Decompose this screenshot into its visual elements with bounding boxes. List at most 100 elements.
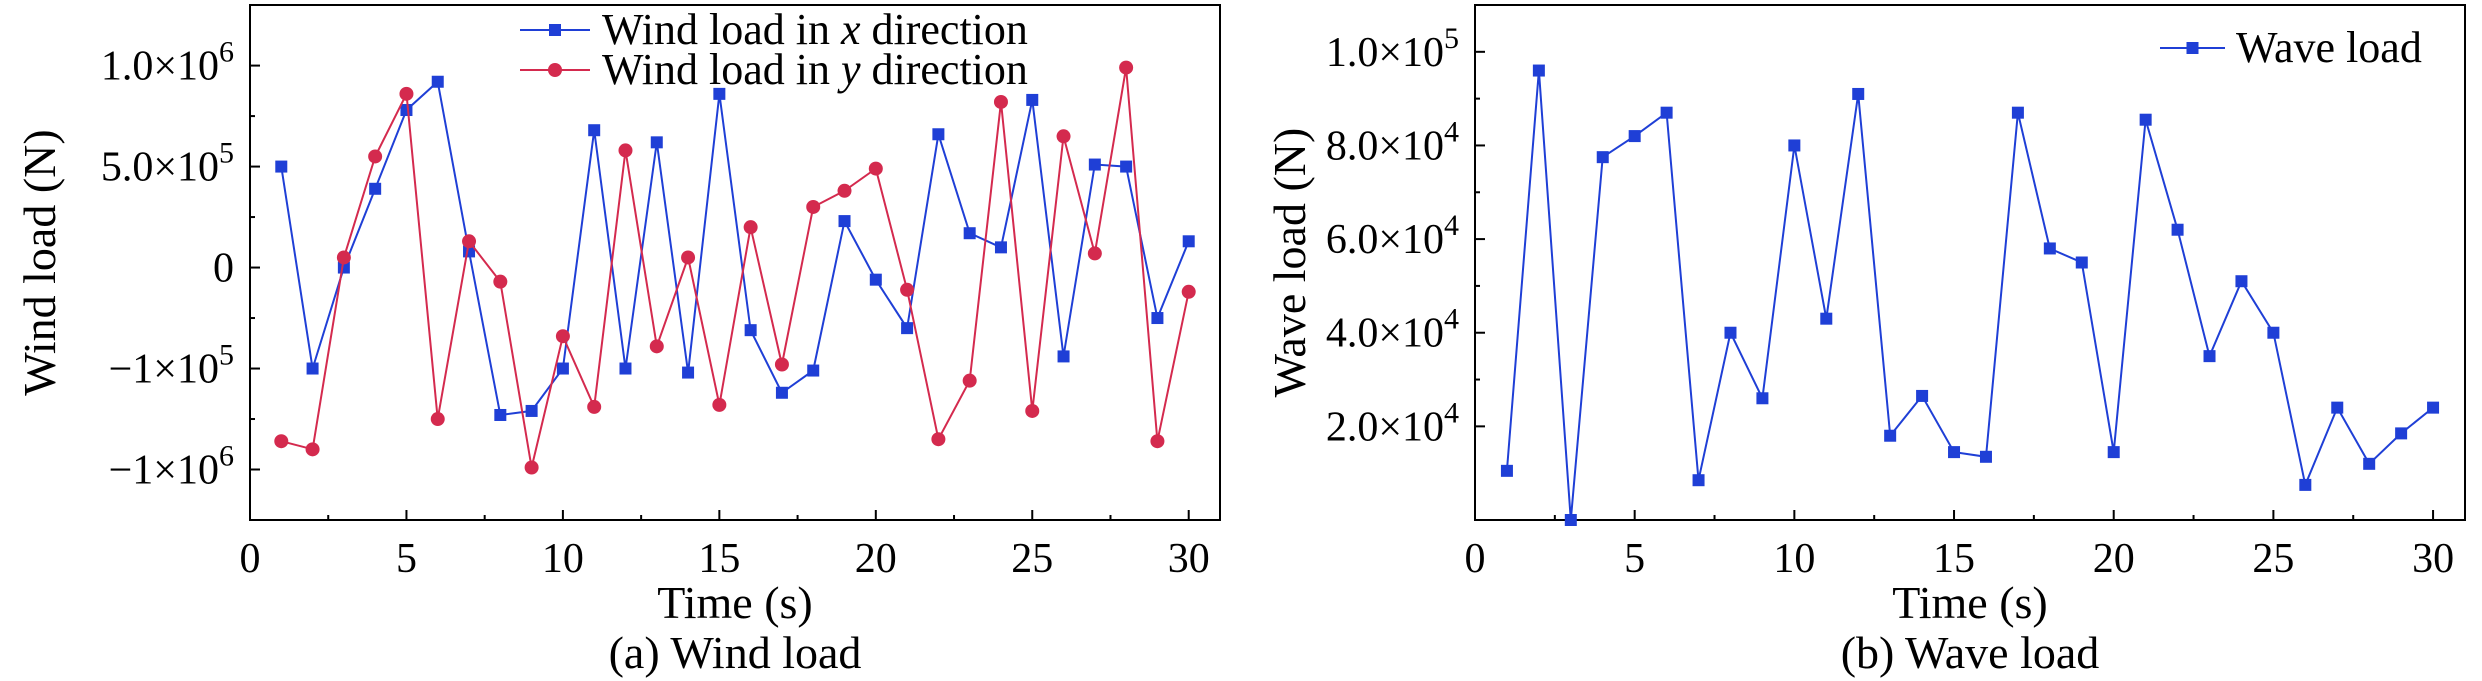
- data-point: [682, 366, 695, 379]
- figure-caption: (a) Wind load: [609, 627, 862, 678]
- data-point: [588, 124, 601, 137]
- x-tick-label: 20: [855, 536, 897, 582]
- data-point: [1916, 389, 1929, 402]
- data-point: [556, 362, 569, 375]
- x-tick-label: 25: [1011, 536, 1053, 582]
- wind-load-chart: 0 5 10 15 20 25 30 −1×106 −1×105 0 5.0×105 1.0×106 T…: [14, 4, 1221, 678]
- data-point: [2395, 427, 2408, 440]
- data-point: [743, 220, 758, 235]
- y-tick-label: 5.0×105: [101, 137, 234, 191]
- y-tick-label: 1.0×105: [1326, 22, 1459, 76]
- plot-frame: [1474, 4, 2466, 521]
- y-tick-label: 8.0×104: [1326, 115, 1459, 169]
- data-point: [555, 329, 570, 344]
- y-tick-label: 6.0×104: [1326, 209, 1459, 263]
- data-point: [525, 404, 538, 417]
- data-point: [1500, 464, 1513, 477]
- data-point: [994, 241, 1007, 254]
- data-point: [1151, 312, 1164, 325]
- data-point: [493, 274, 508, 289]
- data-point: [1025, 403, 1040, 418]
- data-point: [1087, 246, 1102, 261]
- x-tick-label: 10: [1773, 536, 1815, 582]
- data-point: [1026, 93, 1039, 106]
- data-point: [993, 94, 1008, 109]
- y-axis-label: Wave load (N): [1264, 128, 1315, 398]
- data-point: [1596, 151, 1609, 164]
- data-point: [1724, 326, 1737, 339]
- data-point: [2011, 106, 2024, 119]
- y-axis-label: Wind load (N): [14, 129, 65, 395]
- data-point: [1056, 129, 1071, 144]
- data-point: [1948, 446, 1961, 459]
- legend-marker: [548, 63, 562, 77]
- data-point: [2203, 350, 2216, 363]
- data-point: [431, 75, 444, 88]
- data-point: [1979, 450, 1992, 463]
- data-point: [2139, 113, 2152, 126]
- data-point: [619, 362, 632, 375]
- series-line: [281, 67, 1190, 468]
- data-point: [2075, 256, 2088, 269]
- legend-label: Wind load in y direction: [602, 45, 1028, 94]
- data-point: [932, 128, 945, 141]
- data-point: [274, 434, 289, 449]
- x-tick-label: 10: [542, 536, 584, 582]
- legend-marker: [2186, 42, 2199, 54]
- x-tick-label: 25: [2252, 536, 2294, 582]
- data-point: [1057, 350, 1070, 363]
- x-tick-label: 30: [2412, 536, 2454, 582]
- data-point: [712, 397, 727, 412]
- x-tick-label: 30: [1168, 536, 1210, 582]
- data-point: [1756, 392, 1769, 405]
- data-point: [838, 215, 851, 228]
- data-point: [462, 234, 477, 249]
- y-tick-label: −1×106: [109, 440, 234, 494]
- data-point: [2299, 478, 2312, 491]
- data-point: [2235, 275, 2248, 288]
- data-point: [1660, 106, 1673, 119]
- data-point: [2331, 401, 2344, 414]
- data-point: [1564, 514, 1577, 526]
- wave-load-chart: 0 5 10 15 20 25 30 2.0×104 4.0×104 6.0×104 8.0×104…: [1264, 4, 2466, 678]
- data-point: [1884, 429, 1897, 442]
- data-point: [868, 161, 883, 176]
- data-point: [2267, 326, 2280, 339]
- series-line: [1505, 70, 2434, 521]
- data-point: [681, 250, 696, 265]
- data-point: [1181, 284, 1196, 299]
- data-point: [869, 273, 882, 286]
- data-point: [306, 362, 319, 375]
- data-point: [336, 250, 351, 265]
- data-point: [807, 364, 820, 377]
- y-tick-label: −1×105: [109, 339, 234, 393]
- x-axis-label: Time (s): [1892, 577, 2048, 628]
- data-point: [2427, 401, 2440, 414]
- data-point: [931, 432, 946, 447]
- data-point: [494, 408, 507, 421]
- y-tick-label: 4.0×104: [1326, 303, 1459, 357]
- data-point: [649, 339, 664, 354]
- y-tick-label: 2.0×104: [1326, 396, 1459, 450]
- data-point: [1150, 434, 1165, 449]
- data-point: [1119, 60, 1134, 75]
- data-point: [1532, 64, 1545, 77]
- data-point: [305, 442, 320, 457]
- data-point: [2171, 223, 2184, 236]
- data-point: [275, 160, 288, 173]
- x-tick-label: 20: [2093, 536, 2135, 582]
- data-point: [618, 143, 633, 158]
- data-point: [369, 182, 382, 195]
- legend-marker: [549, 24, 561, 36]
- data-point: [713, 87, 726, 100]
- data-point: [587, 399, 602, 414]
- data-point: [400, 104, 413, 117]
- x-tick-label: 15: [1933, 536, 1975, 582]
- data-point: [837, 183, 852, 198]
- x-tick-label: 5: [396, 536, 417, 582]
- data-point: [1692, 474, 1705, 487]
- x-axis-label: Time (s): [657, 577, 813, 628]
- y-tick-label: 1.0×106: [101, 36, 234, 90]
- y-tick-label: 0: [213, 246, 234, 292]
- data-point: [2107, 446, 2120, 459]
